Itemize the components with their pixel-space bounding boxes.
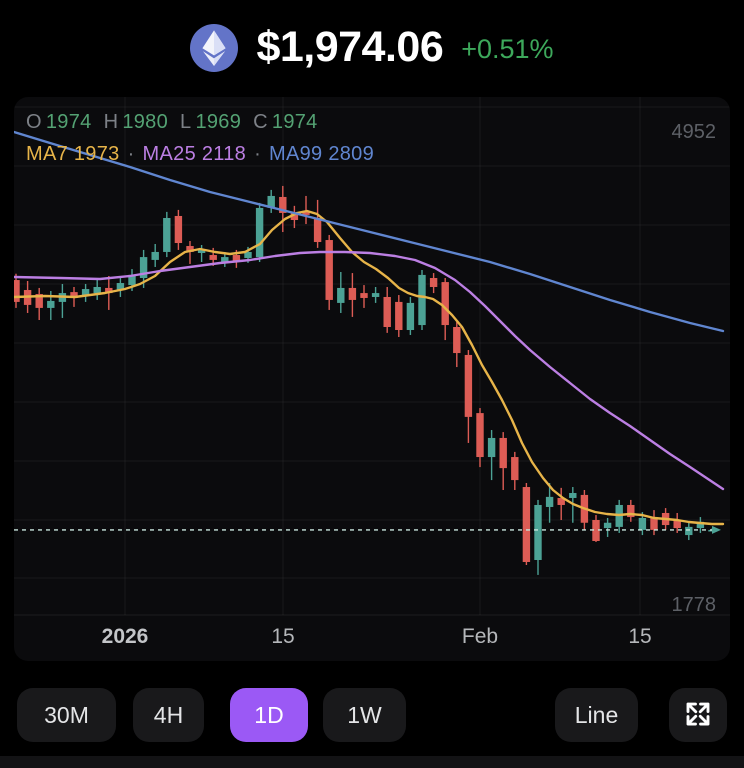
current-price: $1,974.06 [256,23,444,71]
x-axis-label: 15 [271,625,295,648]
open-label: O [26,111,42,133]
ma99-readout: MA99 2809 [269,143,375,165]
tab-1d[interactable]: 1D [230,688,308,742]
x-axis: 2026 15 Feb 15 [14,615,730,661]
ma-readout: MA7 1973 · MA25 2118 · MA99 2809 [26,143,374,166]
home-indicator-bar [0,756,744,768]
separator-dot: · [254,143,262,165]
price-change: +0.51% [461,34,554,64]
x-axis-label: 15 [628,625,652,648]
ohlc-readout: O 1974 H 1980 L 1969 C 1974 [26,111,330,134]
eth-icon [190,23,239,72]
low-label: L [180,111,192,133]
fullscreen-button[interactable] [669,688,727,742]
ma7-readout: MA7 1973 [26,143,120,165]
chart-type-line-button[interactable]: Line [555,688,638,742]
x-axis-label: Feb [461,625,499,648]
open-value: 1974 [45,111,92,133]
y-axis-label-bottom: 1778 [671,594,717,616]
y-axis-label-top: 4952 [671,121,717,143]
low-value: 1969 [195,111,242,133]
tab-30m[interactable]: 30M [17,688,116,742]
high-value: 1980 [122,111,169,133]
close-value: 1974 [271,111,318,133]
chart-panel[interactable]: O 1974 H 1980 L 1969 C 1974 MA7 1973 · MA25 2118 ·… [14,97,730,661]
tab-1w[interactable]: 1W [323,688,406,742]
x-axis-label: 2026 [101,625,149,648]
timeframe-toolbar: 30M 4H 1D 1W Line [0,688,744,744]
high-label: H [103,111,119,133]
close-label: C [253,111,268,133]
expand-icon [683,699,713,732]
separator-dot: · [127,143,135,165]
ma25-readout: MA25 2118 [142,143,247,165]
candlestick-chart[interactable] [14,97,730,661]
tab-4h[interactable]: 4H [133,688,204,742]
price-header: $1,974.06 +0.51% [0,0,744,95]
